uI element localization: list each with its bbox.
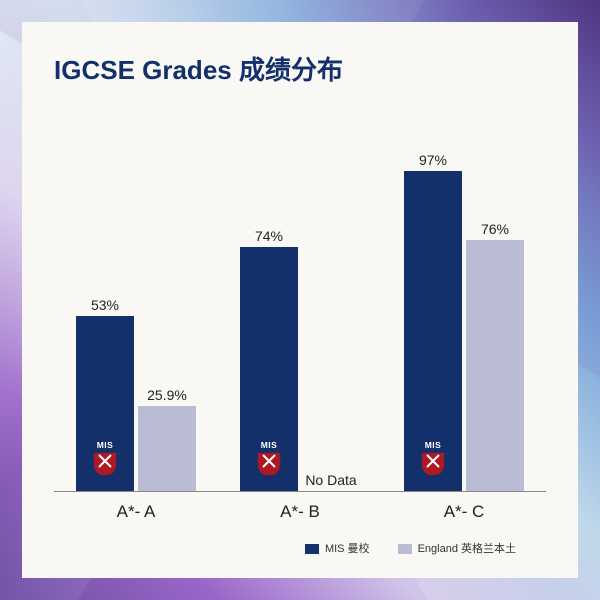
bar-value-label: 25.9%: [147, 388, 187, 402]
category-label: A*- B: [240, 502, 360, 522]
bar-group: 74% MIS No Data: [240, 229, 360, 491]
mis-logo-icon: MIS: [82, 433, 128, 479]
england-bar: [466, 240, 524, 491]
bar-wrap: 76%: [466, 222, 524, 491]
category-label: A*- C: [404, 502, 524, 522]
category-labels-row: A*- A A*- B A*- C: [54, 502, 546, 522]
bar-value-label: 97%: [419, 153, 447, 167]
bar-value-label: 53%: [91, 298, 119, 312]
mis-logo-icon: MIS: [246, 433, 292, 479]
chart-card: IGCSE Grades 成绩分布 53% MIS 25.9% 74% MIS N…: [22, 22, 578, 578]
legend-swatch: [398, 544, 412, 554]
legend-item: MIS 曼校: [305, 540, 370, 556]
bar-value-label: No Data: [305, 473, 356, 487]
bar-wrap: 53% MIS: [76, 298, 134, 491]
bar-group: 53% MIS 25.9%: [76, 298, 196, 491]
category-label: A*- A: [76, 502, 196, 522]
bar-group: 97% MIS 76%: [404, 153, 524, 491]
mis-bar: MIS: [240, 247, 298, 491]
chart-area: 53% MIS 25.9%74% MIS No Data97% MIS 76% …: [54, 97, 546, 540]
bar-wrap: 25.9%: [138, 388, 196, 491]
mis-bar: MIS: [404, 171, 462, 491]
bar-wrap: 97% MIS: [404, 153, 462, 491]
mis-logo-icon: MIS: [410, 433, 456, 479]
bar-groups: 53% MIS 25.9% 74% MIS No Data 97% MIS 76%: [54, 107, 546, 492]
bar-value-label: 74%: [255, 229, 283, 243]
bar-value-label: 76%: [481, 222, 509, 236]
legend-label: MIS 曼校: [325, 543, 370, 555]
mis-bar: MIS: [76, 316, 134, 491]
legend-item: England 英格兰本土: [398, 540, 516, 556]
bar-wrap: No Data: [302, 473, 360, 491]
chart-title: IGCSE Grades 成绩分布: [54, 50, 546, 87]
legend: MIS 曼校 England 英格兰本土: [54, 540, 546, 556]
england-bar: [138, 406, 196, 491]
bar-wrap: 74% MIS: [240, 229, 298, 491]
legend-label: England 英格兰本土: [418, 543, 516, 555]
legend-swatch: [305, 544, 319, 554]
